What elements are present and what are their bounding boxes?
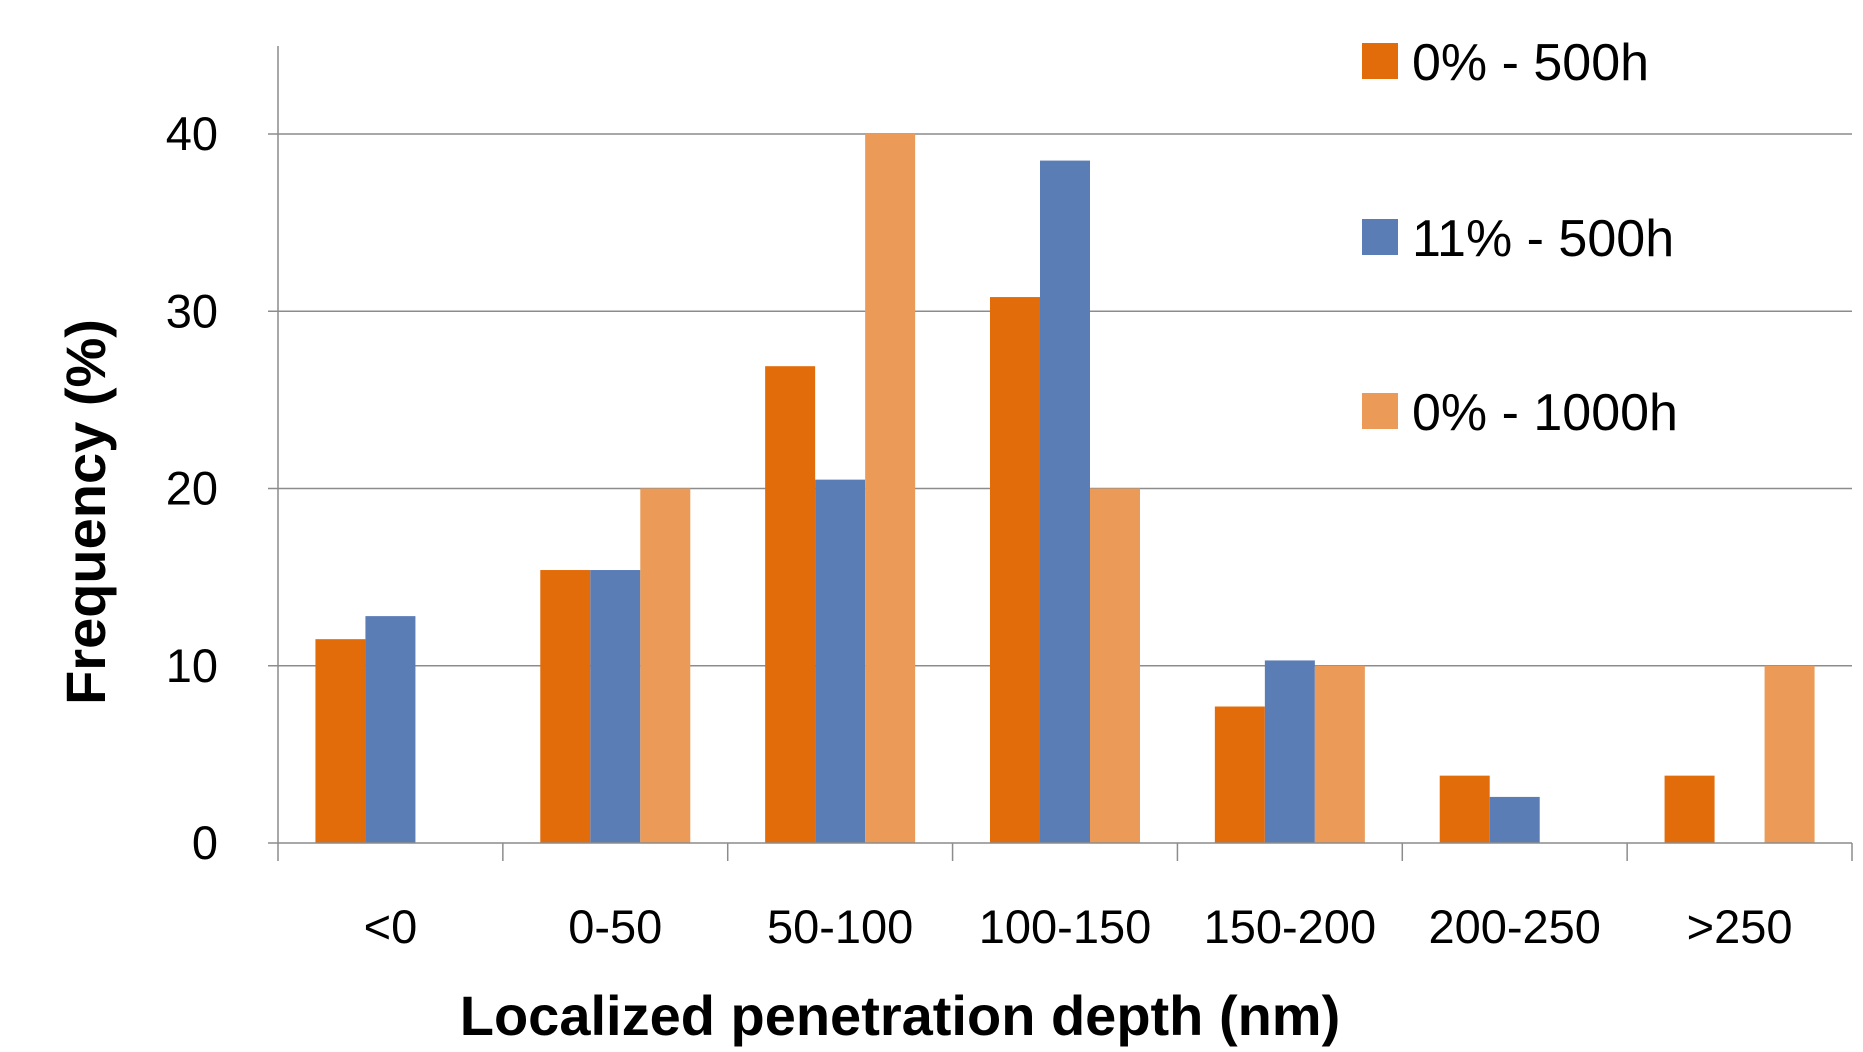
bar (765, 366, 816, 843)
bars (315, 134, 1815, 843)
y-tick-label: 40 (166, 107, 218, 160)
bar (1264, 660, 1315, 843)
x-tick-label: <0 (364, 900, 418, 953)
x-tick-label: 0-50 (568, 900, 662, 953)
y-tick-label: 20 (166, 462, 218, 515)
axes (268, 46, 1853, 861)
x-tick-label: 50-100 (767, 900, 913, 953)
legend-swatch (1362, 43, 1398, 79)
bar (1764, 665, 1815, 843)
x-tick-label: >250 (1687, 900, 1793, 953)
y-tick-label: 10 (166, 639, 218, 692)
bar (1439, 775, 1490, 843)
bar (1214, 706, 1265, 843)
legend-label: 0% - 500h (1412, 34, 1649, 92)
legend-label: 0% - 1000h (1412, 384, 1678, 442)
y-tick-labels: 0 10 20 30 40 (166, 107, 218, 869)
bar (365, 616, 416, 843)
legend-swatch (1362, 393, 1398, 429)
bar (865, 134, 916, 843)
bar (315, 639, 366, 843)
y-tick-label: 0 (192, 816, 218, 869)
bar (1090, 488, 1140, 843)
y-tick-label: 30 (166, 284, 218, 337)
x-tick-label: 100-150 (979, 900, 1152, 953)
legend: 0% - 500h 11% - 500h 0% - 1000h (1362, 34, 1678, 442)
x-tick-label: 200-250 (1428, 900, 1601, 953)
bar (640, 488, 691, 843)
bar (1040, 160, 1090, 843)
legend-swatch (1362, 219, 1398, 255)
x-axis-title: Localized penetration depth (nm) (460, 984, 1340, 1047)
y-axis-title: Frequency (%) (54, 319, 117, 705)
bar (1489, 796, 1540, 843)
legend-label: 11% - 500h (1412, 210, 1674, 268)
x-tick-labels: <0 0-50 50-100 100-150 150-200 200-250 >250 (364, 900, 1793, 953)
bar (990, 297, 1040, 843)
bar (590, 570, 641, 843)
bar (1314, 665, 1365, 843)
bar (540, 570, 591, 843)
bar (1664, 775, 1715, 843)
x-tick-label: 150-200 (1204, 900, 1377, 953)
bar (815, 479, 866, 843)
